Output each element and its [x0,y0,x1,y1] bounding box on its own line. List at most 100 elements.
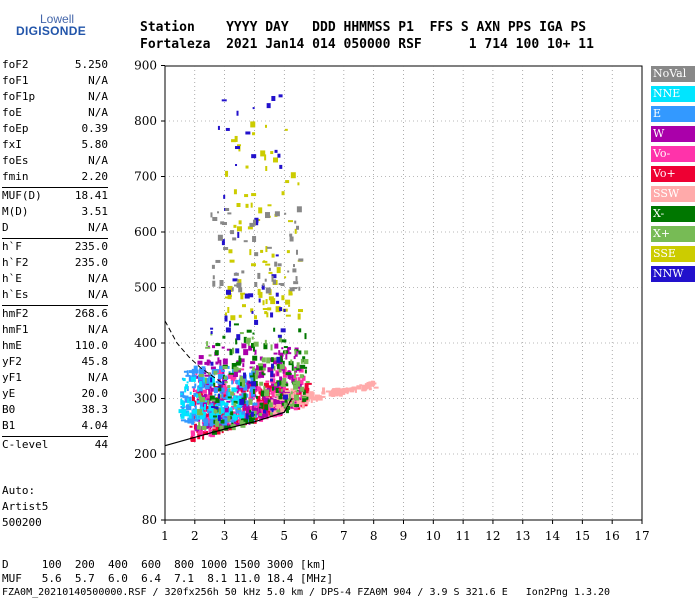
echo-point [188,370,193,374]
param-separator [2,187,108,188]
echo-point [243,240,248,243]
legend-item: SSW [651,186,695,202]
echo-point [278,359,283,363]
echo-point [245,131,251,135]
echo-point [278,350,281,356]
echo-point [203,394,209,400]
echo-point [254,319,259,325]
echo-point [222,385,225,388]
echo-point [239,420,244,427]
y-tick-label: 500 [134,281,157,295]
echo-point [209,420,214,427]
echo-point [196,413,199,420]
echo-point [210,361,214,366]
echo-point [276,409,281,413]
echo-point [268,402,273,408]
echo-point [289,403,293,407]
param-row: fxI 5.80 [2,138,108,154]
echo-point [279,376,283,383]
echo-point [277,381,280,387]
echo-point [231,139,237,143]
echo-point [335,390,338,394]
echo-point [254,315,258,320]
echo-point [285,392,291,399]
echo-point [254,374,258,380]
echo-point [230,230,235,235]
echo-point [257,272,261,279]
echo-point [217,415,221,422]
echo-point [305,393,311,400]
echo-point [195,389,198,393]
echo-point [252,132,256,136]
echo-point [300,358,303,364]
y-tick-label: 600 [134,225,157,239]
legend-item: X+ [651,226,695,242]
param-value: 20.0 [81,387,109,400]
echo-point [201,425,207,430]
echo-point [373,386,379,389]
echo-point [261,403,264,409]
echo-point [191,368,195,375]
echo-point [279,387,283,392]
auto-method: Artist5 [2,500,49,513]
echo-point [276,267,281,274]
legend-item: NNW [651,266,695,282]
echo-point [281,339,287,343]
echo-point [239,376,245,383]
echo-point [194,383,197,387]
echo-point [294,374,299,377]
echo-point [251,154,257,159]
echo-point [210,366,216,370]
echo-point [187,398,190,404]
echo-point [269,397,273,401]
param-value: 0.39 [81,122,109,135]
echo-point [264,389,270,396]
echo-point [282,394,288,400]
echo-point [209,414,214,419]
echo-point [253,377,256,382]
echo-point [214,418,219,421]
x-tick-label: 5 [280,529,288,543]
param-key: hmF1 [2,323,29,336]
echo-point [349,387,355,393]
echo-point [270,300,274,303]
echo-point [222,414,225,420]
echo-point [304,369,307,374]
echo-point [270,357,274,363]
echo-point [245,413,249,420]
x-tick-label: 7 [340,529,348,543]
echo-point [215,361,219,365]
echo-point [222,380,225,385]
param-row: h`F2 235.0 [2,256,108,272]
echo-point [219,359,222,366]
echo-point [221,99,227,102]
echo-point [294,368,297,372]
echo-point [233,272,239,276]
echo-point [231,398,235,404]
echo-point [277,263,282,267]
echo-point [200,391,204,398]
echo-point [258,371,264,378]
header-line-1: Station YYYY DAY DDD HHMMSS P1 FFS S AXN… [140,20,587,35]
echo-point [210,212,213,218]
echo-point [304,350,309,355]
echo-point [206,408,211,413]
echo-point [223,376,227,380]
echo-point [279,352,284,357]
echo-point [279,398,285,401]
logo-text-lowell: Lowell [40,12,75,26]
param-key: D [2,221,9,234]
echo-point [191,435,194,438]
echo-point [273,327,276,332]
echo-point [299,374,304,379]
echo-point [203,393,207,397]
echo-point [250,308,254,313]
echo-point [209,389,213,396]
echo-point [241,343,247,349]
x-tick-label: 11 [455,529,470,543]
echo-point [270,383,275,387]
x-tick-label: 6 [310,529,318,543]
param-row: fmin 2.20 [2,170,108,186]
echo-point [233,224,237,228]
echo-point [249,389,254,392]
